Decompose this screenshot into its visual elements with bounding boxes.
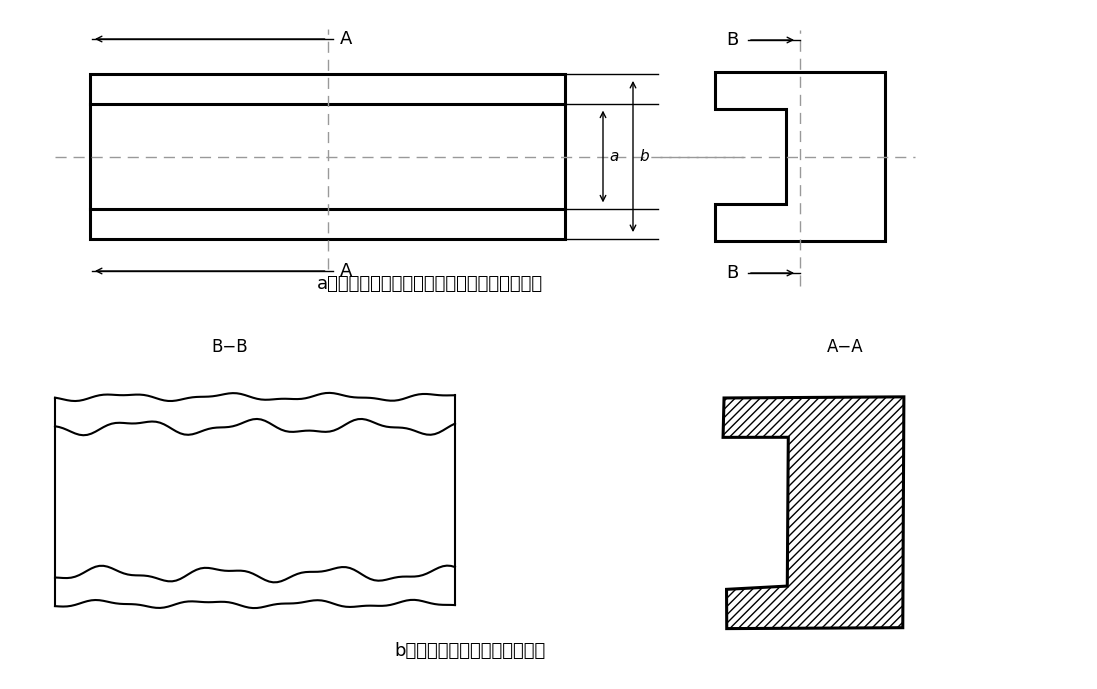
Text: a）　サイズ形体の図示例（内側および外側）: a） サイズ形体の図示例（内側および外側） — [317, 275, 543, 293]
Text: B−B: B−B — [212, 338, 248, 356]
Text: B: B — [726, 264, 738, 282]
Text: A: A — [339, 30, 352, 48]
Polygon shape — [55, 393, 455, 435]
Text: b）　測得形体（実際の形状）: b） 測得形体（実際の形状） — [395, 642, 545, 660]
Text: B: B — [726, 31, 738, 49]
Text: b: b — [638, 149, 648, 164]
Polygon shape — [55, 566, 455, 608]
Text: A−A: A−A — [827, 338, 863, 356]
Bar — [90, 74, 565, 239]
Text: A: A — [339, 262, 352, 280]
Polygon shape — [723, 397, 904, 628]
Text: a: a — [609, 149, 619, 164]
